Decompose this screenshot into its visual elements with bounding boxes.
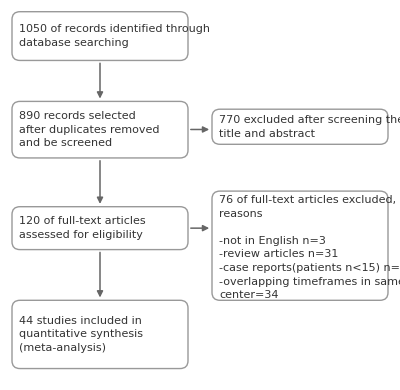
FancyBboxPatch shape — [212, 109, 388, 144]
Text: 1050 of records identified through
database searching: 1050 of records identified through datab… — [19, 24, 210, 48]
Text: 120 of full-text articles
assessed for eligibility: 120 of full-text articles assessed for e… — [19, 216, 146, 240]
Text: 76 of full-text articles excluded, with
reasons

-not in English n=3
-review art: 76 of full-text articles excluded, with … — [219, 195, 400, 300]
FancyBboxPatch shape — [12, 101, 188, 158]
FancyBboxPatch shape — [12, 12, 188, 60]
FancyBboxPatch shape — [212, 191, 388, 300]
FancyBboxPatch shape — [12, 300, 188, 369]
FancyBboxPatch shape — [12, 207, 188, 250]
Text: 44 studies included in
quantitative synthesis
(meta-analysis): 44 studies included in quantitative synt… — [19, 316, 143, 353]
Text: 770 excluded after screening the
title and abstract: 770 excluded after screening the title a… — [219, 115, 400, 138]
Text: 890 records selected
after duplicates removed
and be screened: 890 records selected after duplicates re… — [19, 111, 160, 148]
